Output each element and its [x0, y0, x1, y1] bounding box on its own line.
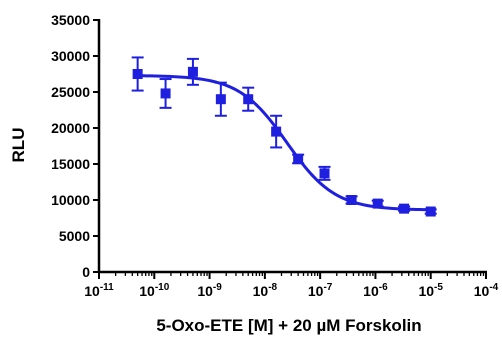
y-tick-label: 35000	[51, 12, 90, 28]
x-tick-label: 10-8	[253, 282, 278, 299]
square-marker	[187, 66, 198, 77]
x-tick-label: 10-4	[474, 282, 499, 299]
data-point	[318, 165, 331, 181]
data-point	[424, 206, 437, 217]
y-tick-label: 30000	[51, 48, 90, 64]
y-tick-label: 20000	[51, 120, 90, 136]
square-marker	[293, 153, 304, 164]
square-marker	[132, 69, 143, 79]
data-point	[214, 81, 227, 117]
data-point	[159, 78, 172, 109]
x-tick-label: 10-5	[418, 282, 443, 299]
square-marker	[346, 195, 357, 205]
y-tick-label: 10000	[51, 192, 90, 208]
fit-curve	[137, 74, 431, 212]
square-marker	[319, 168, 330, 179]
fit-curve-layer	[137, 74, 431, 212]
square-marker	[372, 198, 383, 209]
square-marker	[399, 203, 410, 214]
x-tick-label: 10-6	[363, 282, 388, 299]
data-point	[345, 195, 358, 205]
square-marker	[271, 126, 282, 137]
data-point	[186, 57, 199, 86]
square-marker	[243, 94, 254, 105]
data-point	[131, 56, 144, 92]
y-tick-label: 15000	[51, 156, 90, 172]
data-point	[398, 203, 411, 214]
y-tick-label: 25000	[51, 84, 90, 100]
x-tick-label: 10-10	[139, 282, 169, 299]
y-tick-label: 5000	[59, 228, 90, 244]
x-tick-label: 10-9	[197, 282, 222, 299]
square-marker	[215, 94, 226, 105]
x-tick-label: 10-7	[308, 282, 333, 299]
data-points-layer	[131, 56, 437, 217]
x-tick-label: 10-11	[84, 282, 114, 299]
y-tick-label: 0	[82, 264, 90, 280]
square-marker	[425, 206, 436, 217]
data-point	[242, 86, 255, 112]
data-point	[270, 114, 283, 149]
x-axis: 10-11 10-10 10-9 10-8 10-7 10-6 10-5 10-4	[84, 270, 499, 299]
square-marker	[160, 88, 171, 99]
x-axis-title: 5-Oxo-ETE [M] + 20 µM Forskolin	[156, 316, 421, 335]
y-axis-title: RLU	[9, 128, 28, 163]
data-point	[292, 153, 305, 165]
data-point	[371, 198, 384, 209]
y-axis: 0 5000 10000 15000 20000 25000 30000 35000	[51, 12, 101, 280]
